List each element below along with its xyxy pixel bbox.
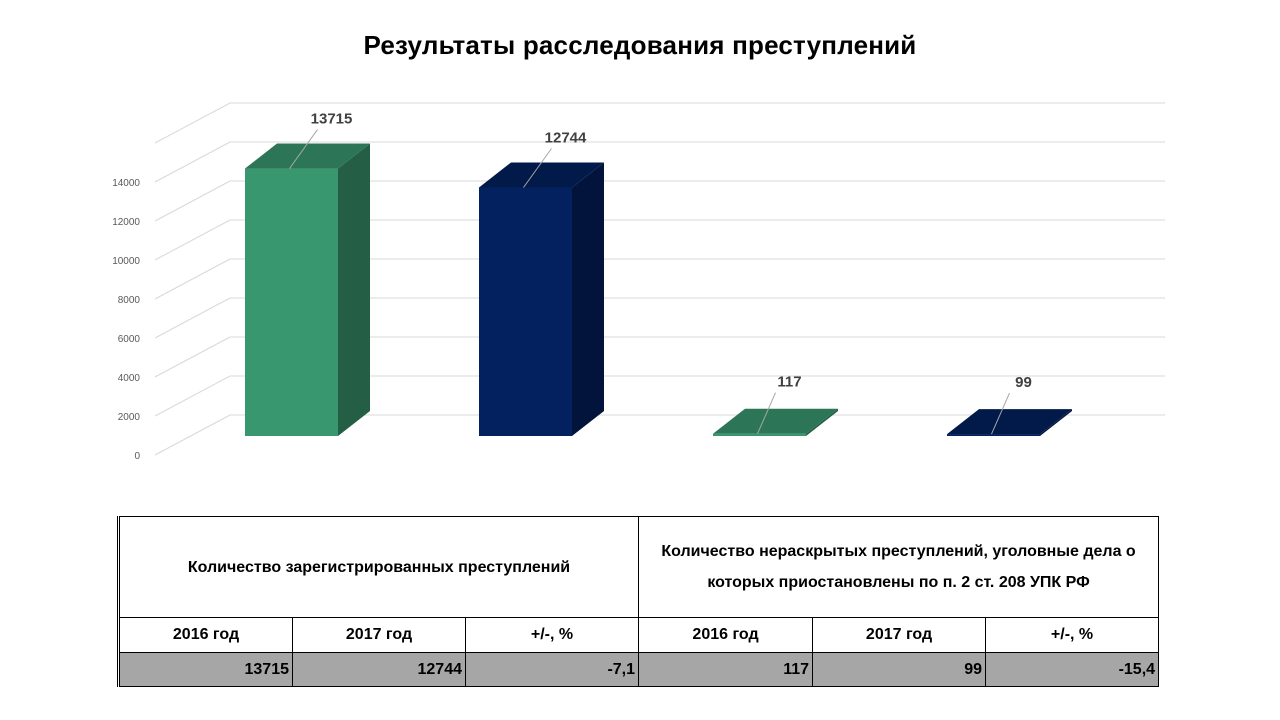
y-tick-label: 2000 [118,412,141,423]
y-tick-label: 0 [134,451,140,462]
bar-front [947,434,1040,436]
bar-side [806,408,838,436]
data-label-leader [991,392,1010,435]
value-2016-unsolved: 117 [638,652,814,687]
results-table: Количество зарегистрированных преступлен… [116,516,1160,687]
y-tick-label: 4000 [118,373,141,384]
col-2017-unsolved: 2017 год [812,617,987,653]
registered-crimes-header: Количество зарегистрированных преступлен… [116,516,640,618]
bar-top [713,408,838,434]
y-axis-ticks: 0 2000 4000 6000 8000 10000 12000 14000 [112,178,140,462]
bar-side [1040,409,1072,436]
gridline-diagonal [154,336,231,378]
y-tick-label: 10000 [112,256,140,267]
value-2017-registered: 12744 [292,652,466,687]
gridline-diagonal [154,141,231,183]
chart-grid [154,102,1165,456]
value-2017-unsolved: 99 [812,652,987,687]
value-change-registered: -7,1 [464,652,640,687]
col-2017-registered: 2017 год [292,617,466,653]
y-tick-label: 14000 [112,178,140,189]
chart-bars [245,143,1072,436]
y-tick-label: 6000 [118,334,141,345]
data-label: 117 [777,374,801,391]
data-label: 12744 [545,129,587,146]
bar-top [947,409,1072,435]
unsolved-crimes-header: Количество нераскрытых преступлений, уго… [638,516,1160,618]
gridline-diagonal [154,414,231,456]
value-2016-registered: 13715 [117,652,293,687]
data-label-leader [523,148,552,188]
data-label-leader [289,129,318,169]
bar-side [572,162,604,436]
bar-front [479,187,572,436]
bar-side [338,143,370,436]
gridline-diagonal [154,102,231,144]
data-label: 99 [1015,374,1032,391]
value-change-unsolved: -15,4 [985,652,1160,687]
col-2016-registered: 2016 год [117,617,293,653]
data-label-leader [757,392,776,434]
gridline-diagonal [154,375,231,417]
bar-front [245,168,338,436]
gridline-diagonal [154,258,231,300]
col-change-unsolved: +/-, % [985,617,1160,653]
gridline-diagonal [154,219,231,261]
data-label: 13715 [311,111,353,128]
bar-top [479,162,604,188]
y-tick-label: 8000 [118,295,141,306]
bar-chart: 0 2000 4000 6000 8000 10000 12000 14000 13715 12… [112,102,1165,462]
chart-title: Результаты расследования преступлений [363,30,917,60]
col-2016-unsolved: 2016 год [638,617,814,653]
gridline-diagonal [154,297,231,339]
gridline-diagonal [154,180,231,222]
bar-front [713,433,806,436]
data-labels: 13715 12744 117 99 [289,111,1032,435]
bar-top [245,143,370,169]
col-change-registered: +/-, % [464,617,640,653]
y-tick-label: 12000 [112,217,140,228]
